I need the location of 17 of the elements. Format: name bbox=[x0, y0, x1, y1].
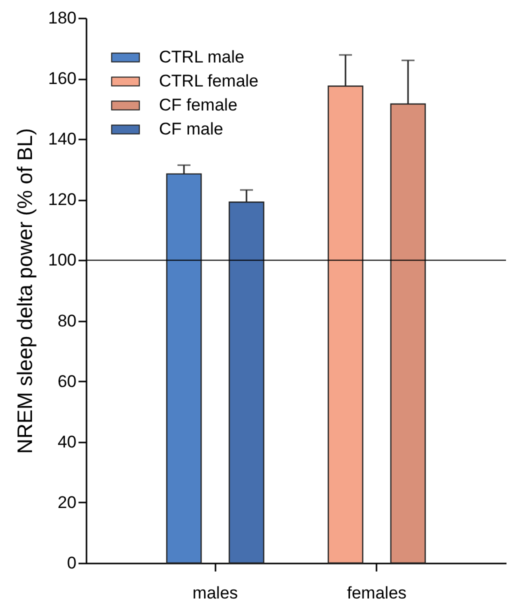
y-tick-label: 160 bbox=[48, 69, 76, 88]
x-tick-label: males bbox=[192, 584, 238, 602]
legend-label: CF male bbox=[159, 120, 224, 138]
y-tick-label: 80 bbox=[58, 311, 76, 330]
y-tick-label: 20 bbox=[58, 492, 76, 512]
x-tick-label: females bbox=[347, 584, 407, 602]
legend-label: CF female bbox=[159, 96, 238, 114]
legend-label: CTRL male bbox=[159, 48, 244, 66]
y-axis-title: NREM sleep delta power (% of BL) bbox=[14, 128, 38, 454]
y-tick-label: 140 bbox=[48, 130, 76, 149]
legend-label: CTRL female bbox=[159, 72, 259, 90]
y-tick-label: 0 bbox=[67, 554, 76, 572]
y-tick-label: 60 bbox=[58, 372, 76, 391]
y-tick-label: 120 bbox=[48, 190, 76, 210]
y-tick-label: 100 bbox=[48, 250, 76, 270]
y-tick-label: 180 bbox=[48, 8, 76, 28]
y-tick-label: 40 bbox=[58, 432, 76, 452]
